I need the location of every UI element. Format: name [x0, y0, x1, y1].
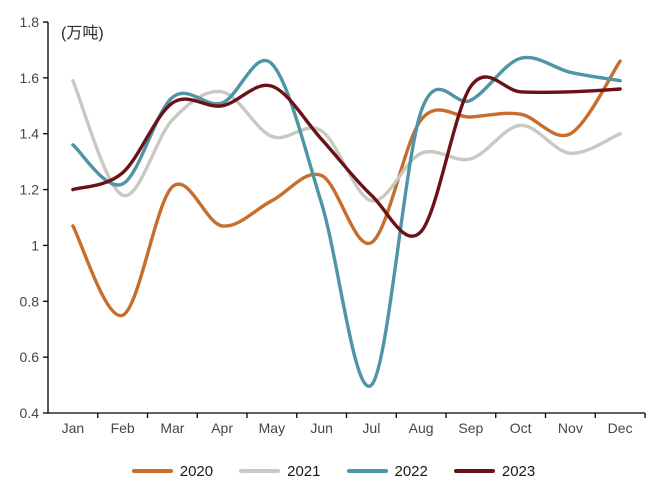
series-layer: [71, 55, 622, 388]
legend-label: 2021: [287, 462, 321, 480]
legend-item-2020: 2020: [131, 462, 214, 480]
series-line-2020: [71, 59, 622, 318]
x-tick-label: Apr: [211, 420, 233, 436]
y-tick-label: 1.4: [20, 126, 40, 142]
x-tick-label: Mar: [160, 420, 184, 436]
series-line-2023: [71, 75, 622, 238]
y-tick-label: 1.2: [20, 182, 40, 198]
chart-canvas: (万吨) 0.4 0.6 0.8 1 1.2 1.4 1.6 1.8 Jan Feb Mar Apr M…: [20, 14, 646, 436]
legend-item-2021: 2021: [239, 462, 321, 480]
y-tick-label: 0.4: [20, 405, 40, 421]
legend-swatch-2022: [346, 469, 388, 473]
x-tick-label: May: [259, 420, 285, 436]
series-line-2021: [71, 79, 622, 203]
y-tick-label: 1.6: [20, 70, 40, 86]
x-tick-label: Jan: [62, 420, 85, 436]
x-tick-label: Feb: [111, 420, 135, 436]
x-tick-label: Oct: [510, 420, 532, 436]
x-tick-label: Jul: [362, 420, 380, 436]
unit-label: (万吨): [61, 24, 104, 42]
axes-layer: 0.4 0.6 0.8 1 1.2 1.4 1.6 1.8 Jan Feb Mar Apr May Jun…: [20, 14, 646, 436]
x-tick-label: Jun: [310, 420, 333, 436]
y-tick-label: 1.8: [20, 14, 40, 30]
x-tick-label: Aug: [409, 420, 434, 436]
x-tick-label: Dec: [608, 420, 633, 436]
legend: 2020 2021 2022 2023: [0, 458, 667, 484]
legend-swatch-2020: [131, 469, 173, 473]
x-tick-label: Nov: [558, 420, 583, 436]
legend-label: 2023: [501, 462, 536, 480]
legend-label: 2020: [179, 462, 214, 480]
legend-item-2022: 2022: [346, 462, 428, 480]
series-line-2022: [71, 55, 622, 388]
y-tick-label: 0.8: [20, 293, 40, 309]
y-tick-label: 0.6: [20, 349, 40, 365]
legend-swatch-2021: [239, 469, 281, 473]
legend-label: 2022: [394, 462, 428, 480]
legend-item-2023: 2023: [453, 462, 536, 480]
legend-swatch-2023: [453, 469, 495, 473]
y-tick-label: 1: [31, 237, 39, 253]
x-tick-label: Sep: [458, 420, 483, 436]
